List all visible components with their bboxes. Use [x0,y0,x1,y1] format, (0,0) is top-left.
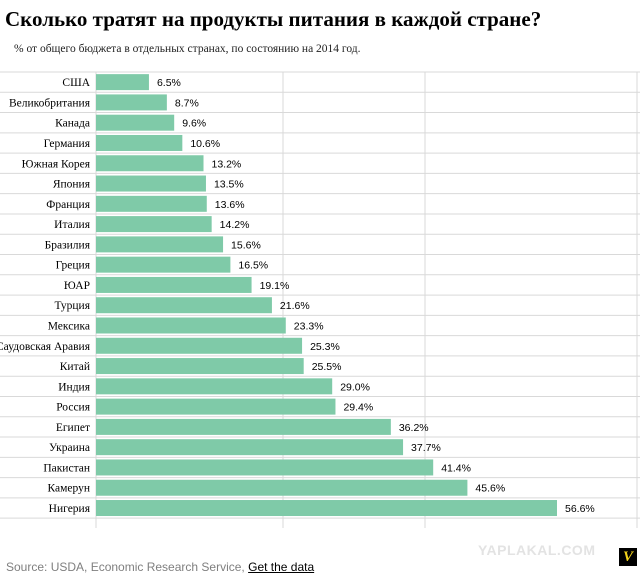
bar [96,175,206,192]
bar [96,297,272,314]
chart-title: Сколько тратят на продукты питания в каж… [5,7,542,31]
bar [96,459,434,476]
category-label: Камерун [47,483,90,495]
category-label: Турция [54,300,90,312]
value-label: 6.5% [157,77,181,89]
bar [96,500,557,517]
category-label: Япония [53,179,91,191]
category-label: Южная Корея [22,158,91,170]
category-label: США [62,77,90,89]
value-label: 36.2% [399,422,429,434]
category-label: Бразилия [45,239,91,251]
value-label: 21.6% [280,300,310,312]
bar [96,134,183,151]
bar [96,256,231,273]
source-footer: Source: USDA, Economic Research Service,… [6,560,314,574]
v-logo-icon: V [619,548,637,566]
category-label: Египет [56,422,90,434]
grid-lines [0,71,640,528]
value-label: 23.3% [294,321,324,333]
category-label: Пакистан [43,462,90,474]
bar [96,236,224,253]
category-label: Канада [55,118,90,130]
value-label: 9.6% [182,118,206,130]
chart-subtitle: % от общего бюджета в отдельных странах,… [14,43,361,55]
category-label: Саудовская Аравия [0,341,91,353]
value-label: 8.7% [175,97,199,109]
value-label: 19.1% [260,280,290,292]
category-label: Украина [49,442,90,454]
bar [96,439,404,456]
bar [96,378,333,395]
category-label: ЮАР [64,280,90,292]
value-label: 13.2% [212,158,242,170]
category-label: Греция [56,260,91,272]
category-label: Нигерия [49,503,91,515]
value-label: 45.6% [475,483,505,495]
category-label: Франция [46,199,90,211]
bar [96,418,391,435]
get-data-link[interactable]: Get the data [248,560,315,574]
category-label: Мексика [48,321,90,333]
category-label: Германия [44,138,91,150]
bar [96,155,204,172]
bar [96,479,468,496]
bar [96,276,252,293]
value-label: 13.6% [215,199,245,211]
value-label: 29.4% [343,402,373,414]
value-label: 14.2% [220,219,250,231]
category-label: Италия [54,219,91,231]
bar [96,94,167,111]
value-label: 13.5% [214,179,244,191]
value-label: 10.6% [190,138,220,150]
value-label: 25.5% [312,361,342,373]
value-label: 56.6% [565,503,595,515]
bar [96,74,149,91]
value-label: 15.6% [231,239,261,251]
category-label: Великобритания [9,97,91,109]
value-label: 41.4% [441,462,471,474]
bar [96,398,336,415]
bar-chart: США 6.5% Великобритания 8.7% Канада 9.6% Герма… [0,71,640,528]
value-label: 25.3% [310,341,340,353]
bar [96,114,175,131]
category-label: Китай [60,361,90,373]
value-label: 29.0% [340,381,370,393]
bar [96,358,304,375]
bar [96,317,286,334]
value-label: 16.5% [238,260,268,272]
bar [96,195,207,212]
watermark: YAPLAKAL.COM [478,542,596,558]
value-label: 37.7% [411,442,441,454]
source-text: Source: USDA, Economic Research Service, [6,560,245,574]
category-label: Индия [58,381,90,393]
bar [96,337,303,354]
category-label: Россия [56,402,91,414]
bar [96,216,212,233]
